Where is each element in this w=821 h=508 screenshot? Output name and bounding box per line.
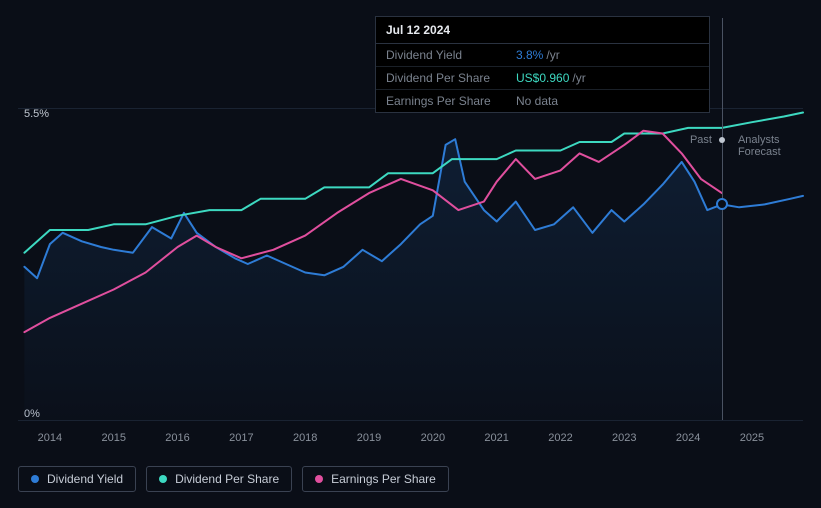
legend-dot-icon	[315, 475, 323, 483]
tooltip: Jul 12 2024 Dividend Yield 3.8%/yr Divid…	[375, 16, 710, 113]
x-axis-labels: 2014 2015 2016 2017 2018 2019 2020 2021 2022 2023…	[18, 432, 803, 448]
tooltip-key: Earnings Per Share	[386, 94, 516, 108]
x-axis-label: 2023	[612, 432, 636, 444]
x-axis-label: 2016	[165, 432, 189, 444]
hover-dot	[716, 198, 728, 210]
tooltip-row-eps: Earnings Per Share No data	[376, 90, 709, 112]
x-axis-label: 2021	[484, 432, 508, 444]
legend-dot-icon	[159, 475, 167, 483]
tooltip-value: US$0.960	[516, 71, 569, 85]
tooltip-value: 3.8%	[516, 48, 543, 62]
x-axis-label: 2014	[38, 432, 62, 444]
tooltip-row-dps: Dividend Per Share US$0.960/yr	[376, 67, 709, 90]
legend-item-earnings-per-share[interactable]: Earnings Per Share	[302, 466, 449, 492]
tooltip-unit: /yr	[546, 48, 559, 62]
tooltip-row-yield: Dividend Yield 3.8%/yr	[376, 44, 709, 67]
legend-label: Dividend Yield	[47, 472, 123, 486]
dividend-chart: 5.5% 0% Past Analysts Forecast 201420152…	[0, 0, 821, 508]
tooltip-key: Dividend Yield	[386, 48, 516, 62]
x-axis-label: 2024	[676, 432, 700, 444]
legend-item-dividend-per-share[interactable]: Dividend Per Share	[146, 466, 292, 492]
x-axis-label: 2019	[357, 432, 381, 444]
past-label: Past	[690, 134, 712, 146]
x-axis-label: 2018	[293, 432, 317, 444]
x-axis-label: 2017	[229, 432, 253, 444]
hover-vertical-line	[722, 18, 723, 420]
plot-area[interactable]: Past Analysts Forecast	[18, 108, 803, 420]
x-axis-label: 2022	[548, 432, 572, 444]
x-axis-label: 2025	[740, 432, 764, 444]
split-dot	[719, 137, 725, 143]
gridline-bottom	[18, 420, 803, 421]
legend-item-dividend-yield[interactable]: Dividend Yield	[18, 466, 136, 492]
legend-dot-icon	[31, 475, 39, 483]
chart-svg	[18, 108, 803, 420]
tooltip-date: Jul 12 2024	[376, 17, 709, 44]
legend: Dividend Yield Dividend Per Share Earnin…	[18, 466, 449, 492]
forecast-label: Analysts Forecast	[738, 134, 803, 158]
x-axis-label: 2020	[421, 432, 445, 444]
legend-label: Earnings Per Share	[331, 472, 436, 486]
tooltip-value: No data	[516, 94, 558, 108]
x-axis-label: 2015	[101, 432, 125, 444]
tooltip-unit: /yr	[572, 71, 585, 85]
tooltip-key: Dividend Per Share	[386, 71, 516, 85]
legend-label: Dividend Per Share	[175, 472, 279, 486]
